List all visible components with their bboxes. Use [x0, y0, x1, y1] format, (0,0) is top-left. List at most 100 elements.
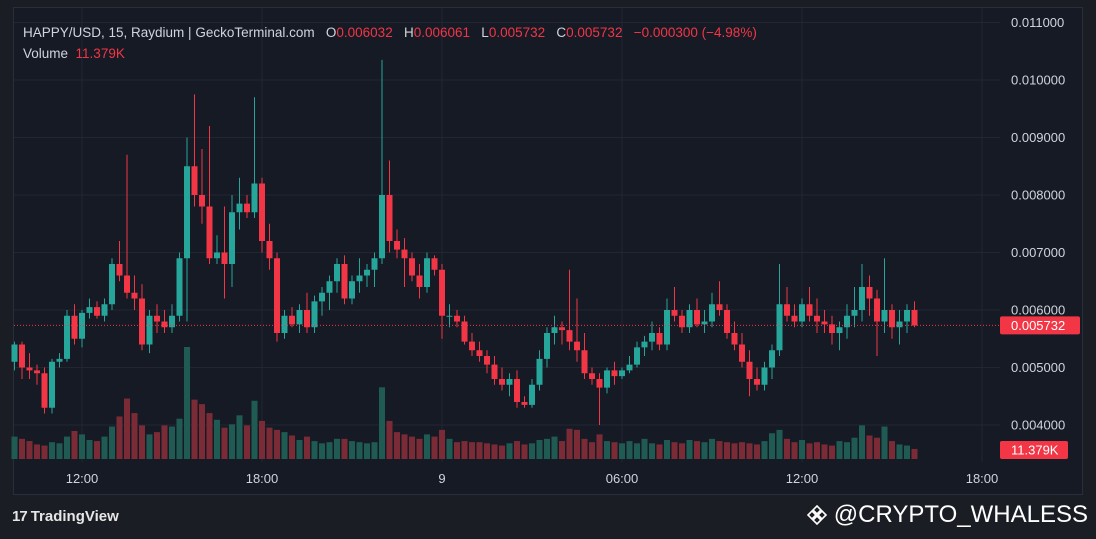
candle: [79, 310, 85, 348]
tradingview-logo[interactable]: 17 TradingView: [12, 508, 119, 525]
volume-bar: [26, 441, 33, 459]
chart-frame[interactable]: [13, 7, 1083, 495]
volume-bar: [469, 442, 475, 459]
candle-body: [911, 310, 918, 326]
candle: [619, 367, 625, 379]
candle: [784, 287, 790, 322]
candle-body: [146, 315, 153, 345]
candle: [559, 321, 565, 345]
candle: [589, 367, 595, 385]
volume-bar: [821, 444, 828, 459]
candle-body: [79, 312, 85, 339]
candle-body: [341, 264, 348, 299]
candle-body: [109, 264, 115, 305]
candle: [664, 298, 670, 351]
volume-bar: [799, 439, 805, 459]
volume-bar: [671, 442, 678, 459]
candle: [551, 315, 558, 345]
candle: [484, 350, 490, 374]
candle-body: [94, 307, 100, 316]
volume-bar: [79, 434, 85, 459]
candle: [124, 154, 130, 299]
candle: [491, 356, 498, 385]
candle-body: [169, 315, 175, 328]
volume-bar: [326, 442, 333, 459]
candle-body: [101, 304, 108, 316]
last-price-label: 0.005732: [1000, 316, 1080, 335]
candle: [416, 264, 423, 299]
symbol-title[interactable]: HAPPY/USD, 15, Raydium | GeckoTerminal.c…: [23, 25, 315, 40]
price-axis: 0.004000 0.005000 0.006000 0.007000 0.008000…: [1011, 15, 1065, 433]
candle-body: [184, 166, 190, 259]
candle-body: [139, 298, 145, 345]
volume-bar: [184, 347, 190, 459]
candle-body: [896, 321, 903, 328]
volume-bar: [656, 444, 663, 459]
volume-bar: [341, 438, 348, 459]
volume-bar: [521, 444, 528, 459]
candle-body: [679, 315, 685, 328]
candle-body: [904, 310, 910, 322]
candle-body: [581, 350, 588, 374]
volume-label[interactable]: Volume: [23, 46, 69, 61]
candle-body: [634, 347, 640, 365]
candle: [349, 275, 355, 305]
volume-bar: [844, 442, 850, 459]
candle-body: [709, 304, 715, 322]
volume-bar: [94, 441, 100, 459]
candle: [409, 252, 415, 282]
candle-body: [409, 258, 415, 276]
volume-bar: [206, 413, 213, 459]
volume-bar: [154, 432, 160, 459]
price-tick-label: 0.006000: [1011, 303, 1065, 318]
candle-body: [461, 321, 468, 342]
volume-bar: [146, 434, 153, 459]
candle-body: [739, 344, 745, 362]
candle: [911, 301, 918, 328]
candle: [401, 238, 408, 287]
candle: [319, 287, 325, 316]
candle-body: [86, 307, 93, 313]
candle: [311, 295, 318, 333]
candle: [521, 396, 528, 408]
candle: [379, 59, 385, 264]
candle-body: [881, 310, 888, 322]
volume-bar: [911, 448, 918, 459]
candle-body: [806, 304, 813, 316]
candle: [41, 367, 48, 414]
volume-bar: [626, 441, 633, 459]
price-tick-label: 0.004000: [1011, 418, 1065, 433]
candle-body: [259, 183, 265, 241]
candle-body: [56, 358, 63, 362]
candle: [866, 275, 873, 316]
candle: [626, 356, 633, 374]
candle-body: [754, 379, 760, 385]
candle-body: [784, 304, 790, 316]
candle-body: [641, 341, 648, 348]
candle: [424, 252, 430, 293]
volume-bar: [11, 436, 18, 459]
candle-body: [11, 344, 18, 362]
volume-bar: [386, 420, 393, 459]
candle: [229, 195, 235, 287]
volume-bar: [139, 425, 145, 459]
volume-bar: [199, 404, 205, 459]
volume-bar: [709, 438, 715, 459]
candle-body: [64, 315, 70, 359]
volume-value: 11.379K: [75, 46, 125, 61]
candle: [169, 304, 175, 333]
candle-body: [349, 281, 355, 299]
volume-bar: [491, 444, 498, 459]
volume-bar: [356, 442, 363, 459]
candle-body: [491, 364, 498, 379]
volume-bar: [229, 424, 235, 459]
candle: [131, 275, 138, 310]
candle-body: [874, 298, 880, 322]
candle: [259, 177, 265, 253]
candle-body: [26, 367, 33, 371]
volume-bar: [19, 438, 25, 459]
candle-body: [364, 269, 370, 276]
ohlc-legend: HAPPY/USD, 15, Raydium | GeckoTerminal.c…: [23, 25, 757, 40]
candle-body: [34, 370, 40, 374]
